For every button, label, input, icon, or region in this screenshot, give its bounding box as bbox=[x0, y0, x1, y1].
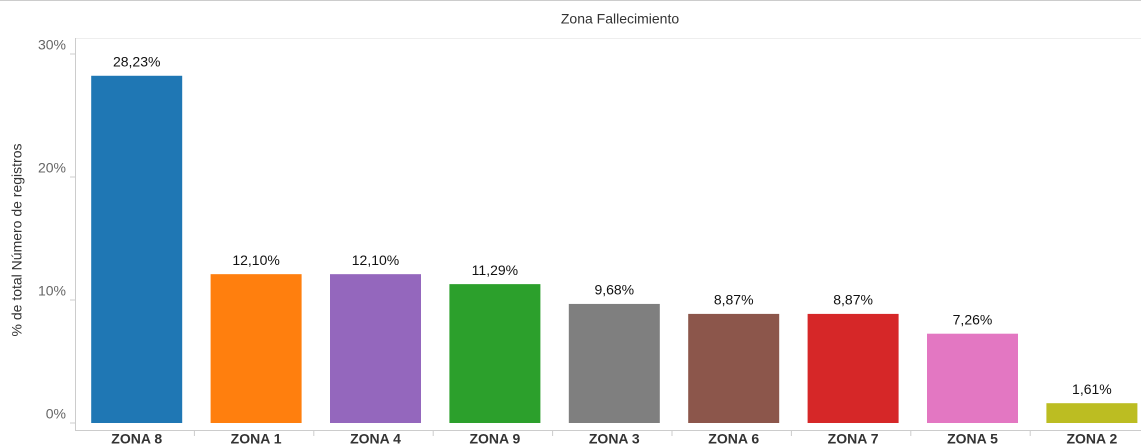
bar bbox=[210, 274, 302, 423]
value-label: 12,10% bbox=[232, 252, 279, 268]
y-tick-label: 30% bbox=[38, 37, 66, 53]
bar bbox=[688, 313, 780, 423]
value-label: 12,10% bbox=[352, 252, 399, 268]
bar bbox=[330, 274, 421, 423]
value-label: 1,61% bbox=[1072, 381, 1112, 397]
y-axis-label: % de total Número de registros bbox=[9, 144, 25, 337]
x-tick-label: ZONA 6 bbox=[708, 431, 759, 447]
value-label: 9,68% bbox=[594, 282, 634, 298]
bar bbox=[927, 333, 1018, 423]
value-label: 7,26% bbox=[953, 311, 993, 327]
x-tick-label: ZONA 7 bbox=[828, 431, 879, 447]
bar bbox=[449, 284, 541, 423]
x-tick-label: ZONA 3 bbox=[589, 431, 640, 447]
y-tick-label: 20% bbox=[38, 160, 66, 176]
value-label: 8,87% bbox=[833, 292, 873, 308]
bar bbox=[807, 313, 899, 423]
x-tick-label: ZONA 8 bbox=[111, 431, 162, 447]
bar bbox=[568, 303, 660, 423]
value-label: 8,87% bbox=[714, 292, 754, 308]
x-tick-label: ZONA 9 bbox=[469, 431, 520, 447]
chart-title: Zona Fallecimiento bbox=[561, 11, 679, 27]
y-tick-label: 10% bbox=[38, 283, 66, 299]
bar bbox=[91, 75, 183, 423]
x-tick-label: ZONA 1 bbox=[231, 431, 282, 447]
x-tick-label: ZONA 2 bbox=[1066, 431, 1117, 447]
value-label: 28,23% bbox=[113, 53, 160, 69]
y-tick-label: 0% bbox=[46, 406, 66, 422]
value-label: 11,29% bbox=[472, 262, 518, 278]
x-tick-label: ZONA 5 bbox=[947, 431, 998, 447]
bar bbox=[1046, 403, 1138, 423]
x-tick-label: ZONA 4 bbox=[350, 431, 401, 447]
